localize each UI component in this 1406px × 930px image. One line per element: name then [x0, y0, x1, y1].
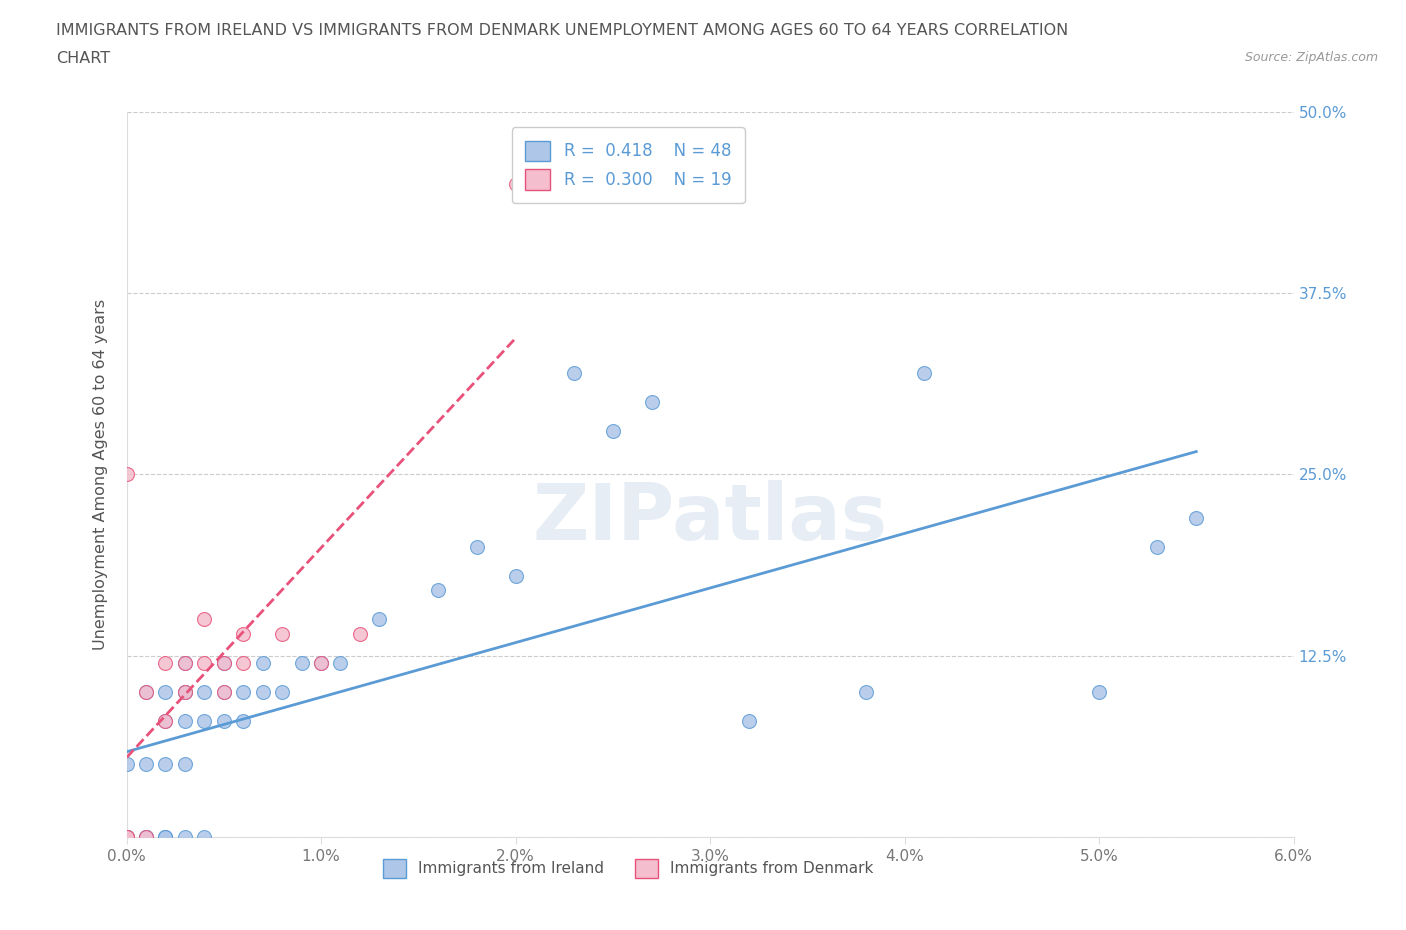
Point — [232, 713, 254, 728]
Point — [115, 830, 138, 844]
Point — [155, 684, 177, 699]
Point — [212, 656, 235, 671]
Point — [174, 656, 197, 671]
Y-axis label: Unemployment Among Ages 60 to 64 years: Unemployment Among Ages 60 to 64 years — [93, 299, 108, 650]
Point — [855, 684, 877, 699]
Point — [912, 365, 935, 380]
Point — [174, 713, 197, 728]
Point — [252, 656, 274, 671]
Point — [155, 713, 177, 728]
Point — [193, 684, 215, 699]
Text: Source: ZipAtlas.com: Source: ZipAtlas.com — [1244, 51, 1378, 64]
Point — [193, 612, 215, 627]
Point — [271, 684, 294, 699]
Point — [155, 656, 177, 671]
Point — [349, 627, 371, 642]
Text: IMMIGRANTS FROM IRELAND VS IMMIGRANTS FROM DENMARK UNEMPLOYMENT AMONG AGES 60 TO: IMMIGRANTS FROM IRELAND VS IMMIGRANTS FR… — [56, 23, 1069, 38]
Point — [193, 713, 215, 728]
Point — [602, 423, 624, 438]
Point — [212, 684, 235, 699]
Point — [232, 684, 254, 699]
Point — [155, 830, 177, 844]
Point — [155, 757, 177, 772]
Point — [252, 684, 274, 699]
Point — [309, 656, 332, 671]
Point — [135, 830, 157, 844]
Point — [115, 757, 138, 772]
Point — [115, 830, 138, 844]
Point — [155, 830, 177, 844]
Point — [212, 713, 235, 728]
Point — [309, 656, 332, 671]
Point — [271, 627, 294, 642]
Point — [738, 713, 761, 728]
Point — [465, 539, 488, 554]
Point — [135, 684, 157, 699]
Point — [115, 830, 138, 844]
Legend: Immigrants from Ireland, Immigrants from Denmark: Immigrants from Ireland, Immigrants from… — [377, 853, 880, 884]
Text: CHART: CHART — [56, 51, 110, 66]
Point — [174, 656, 197, 671]
Point — [641, 394, 664, 409]
Text: ZIPatlas: ZIPatlas — [533, 480, 887, 556]
Point — [1146, 539, 1168, 554]
Point — [562, 365, 585, 380]
Point — [174, 757, 197, 772]
Point — [135, 830, 157, 844]
Point — [368, 612, 391, 627]
Point — [135, 684, 157, 699]
Point — [135, 830, 157, 844]
Point — [115, 830, 138, 844]
Point — [232, 656, 254, 671]
Point — [174, 830, 197, 844]
Point — [1088, 684, 1111, 699]
Point — [193, 830, 215, 844]
Point — [1185, 511, 1208, 525]
Point — [155, 713, 177, 728]
Point — [505, 568, 527, 583]
Point — [290, 656, 312, 671]
Point — [135, 830, 157, 844]
Point — [155, 830, 177, 844]
Point — [115, 830, 138, 844]
Point — [505, 177, 527, 192]
Point — [174, 684, 197, 699]
Point — [193, 656, 215, 671]
Point — [174, 684, 197, 699]
Point — [135, 757, 157, 772]
Point — [329, 656, 352, 671]
Point — [212, 684, 235, 699]
Point — [426, 583, 449, 598]
Point — [174, 684, 197, 699]
Point — [212, 656, 235, 671]
Point — [232, 627, 254, 642]
Point — [115, 467, 138, 482]
